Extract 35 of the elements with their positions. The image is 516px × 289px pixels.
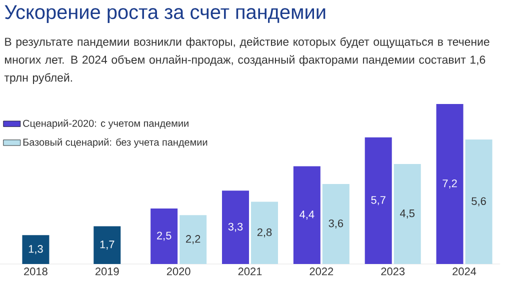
x-tick-label: 2021 <box>238 268 262 276</box>
chart-title: Ускорение роста за счет пандемии <box>4 5 326 24</box>
bar <box>364 137 392 264</box>
bar <box>150 208 178 264</box>
bar <box>322 184 350 264</box>
legend-label: Базовый сценарий: без учета пандемии <box>23 138 208 148</box>
data-label: 4,4 <box>300 210 314 220</box>
data-label: 1,7 <box>100 240 114 250</box>
bar <box>180 215 207 264</box>
bar <box>465 140 492 264</box>
data-label: 2,2 <box>186 235 200 244</box>
chart-subtitle: В результате пандемии возникли факторы, действие которых будет ощущаться в течение многих лет. В 2024 объем онлайн-продаж, созданный факторами пандемии составит 1,6 трлн рублей. <box>4 37 490 84</box>
bar <box>394 164 421 264</box>
x-tick-label: 2022 <box>310 268 334 276</box>
bar <box>222 190 249 264</box>
x-tick-label: 2023 <box>381 268 405 276</box>
data-label: 3,6 <box>328 219 344 229</box>
legend-label: Сценарий-2020: с учетом пандемии <box>23 119 188 129</box>
bar <box>436 104 464 264</box>
data-label: 7,2 <box>442 179 457 189</box>
data-label: 1,3 <box>28 245 43 254</box>
x-tick-label: 2018 <box>24 268 48 276</box>
bar <box>251 202 278 264</box>
x-tick-label: 2020 <box>166 268 190 276</box>
data-label: 4,5 <box>400 210 414 218</box>
data-label: 2,5 <box>157 232 172 241</box>
x-tick-label: 2019 <box>96 268 119 276</box>
data-label: 5,6 <box>472 197 486 206</box>
data-label: 5,7 <box>371 196 386 206</box>
bar <box>94 226 121 264</box>
x-tick-label: 2024 <box>452 268 476 276</box>
bar <box>293 166 320 264</box>
data-label: 2,8 <box>257 228 272 238</box>
bar <box>22 235 50 264</box>
data-label: 3,3 <box>228 222 243 232</box>
